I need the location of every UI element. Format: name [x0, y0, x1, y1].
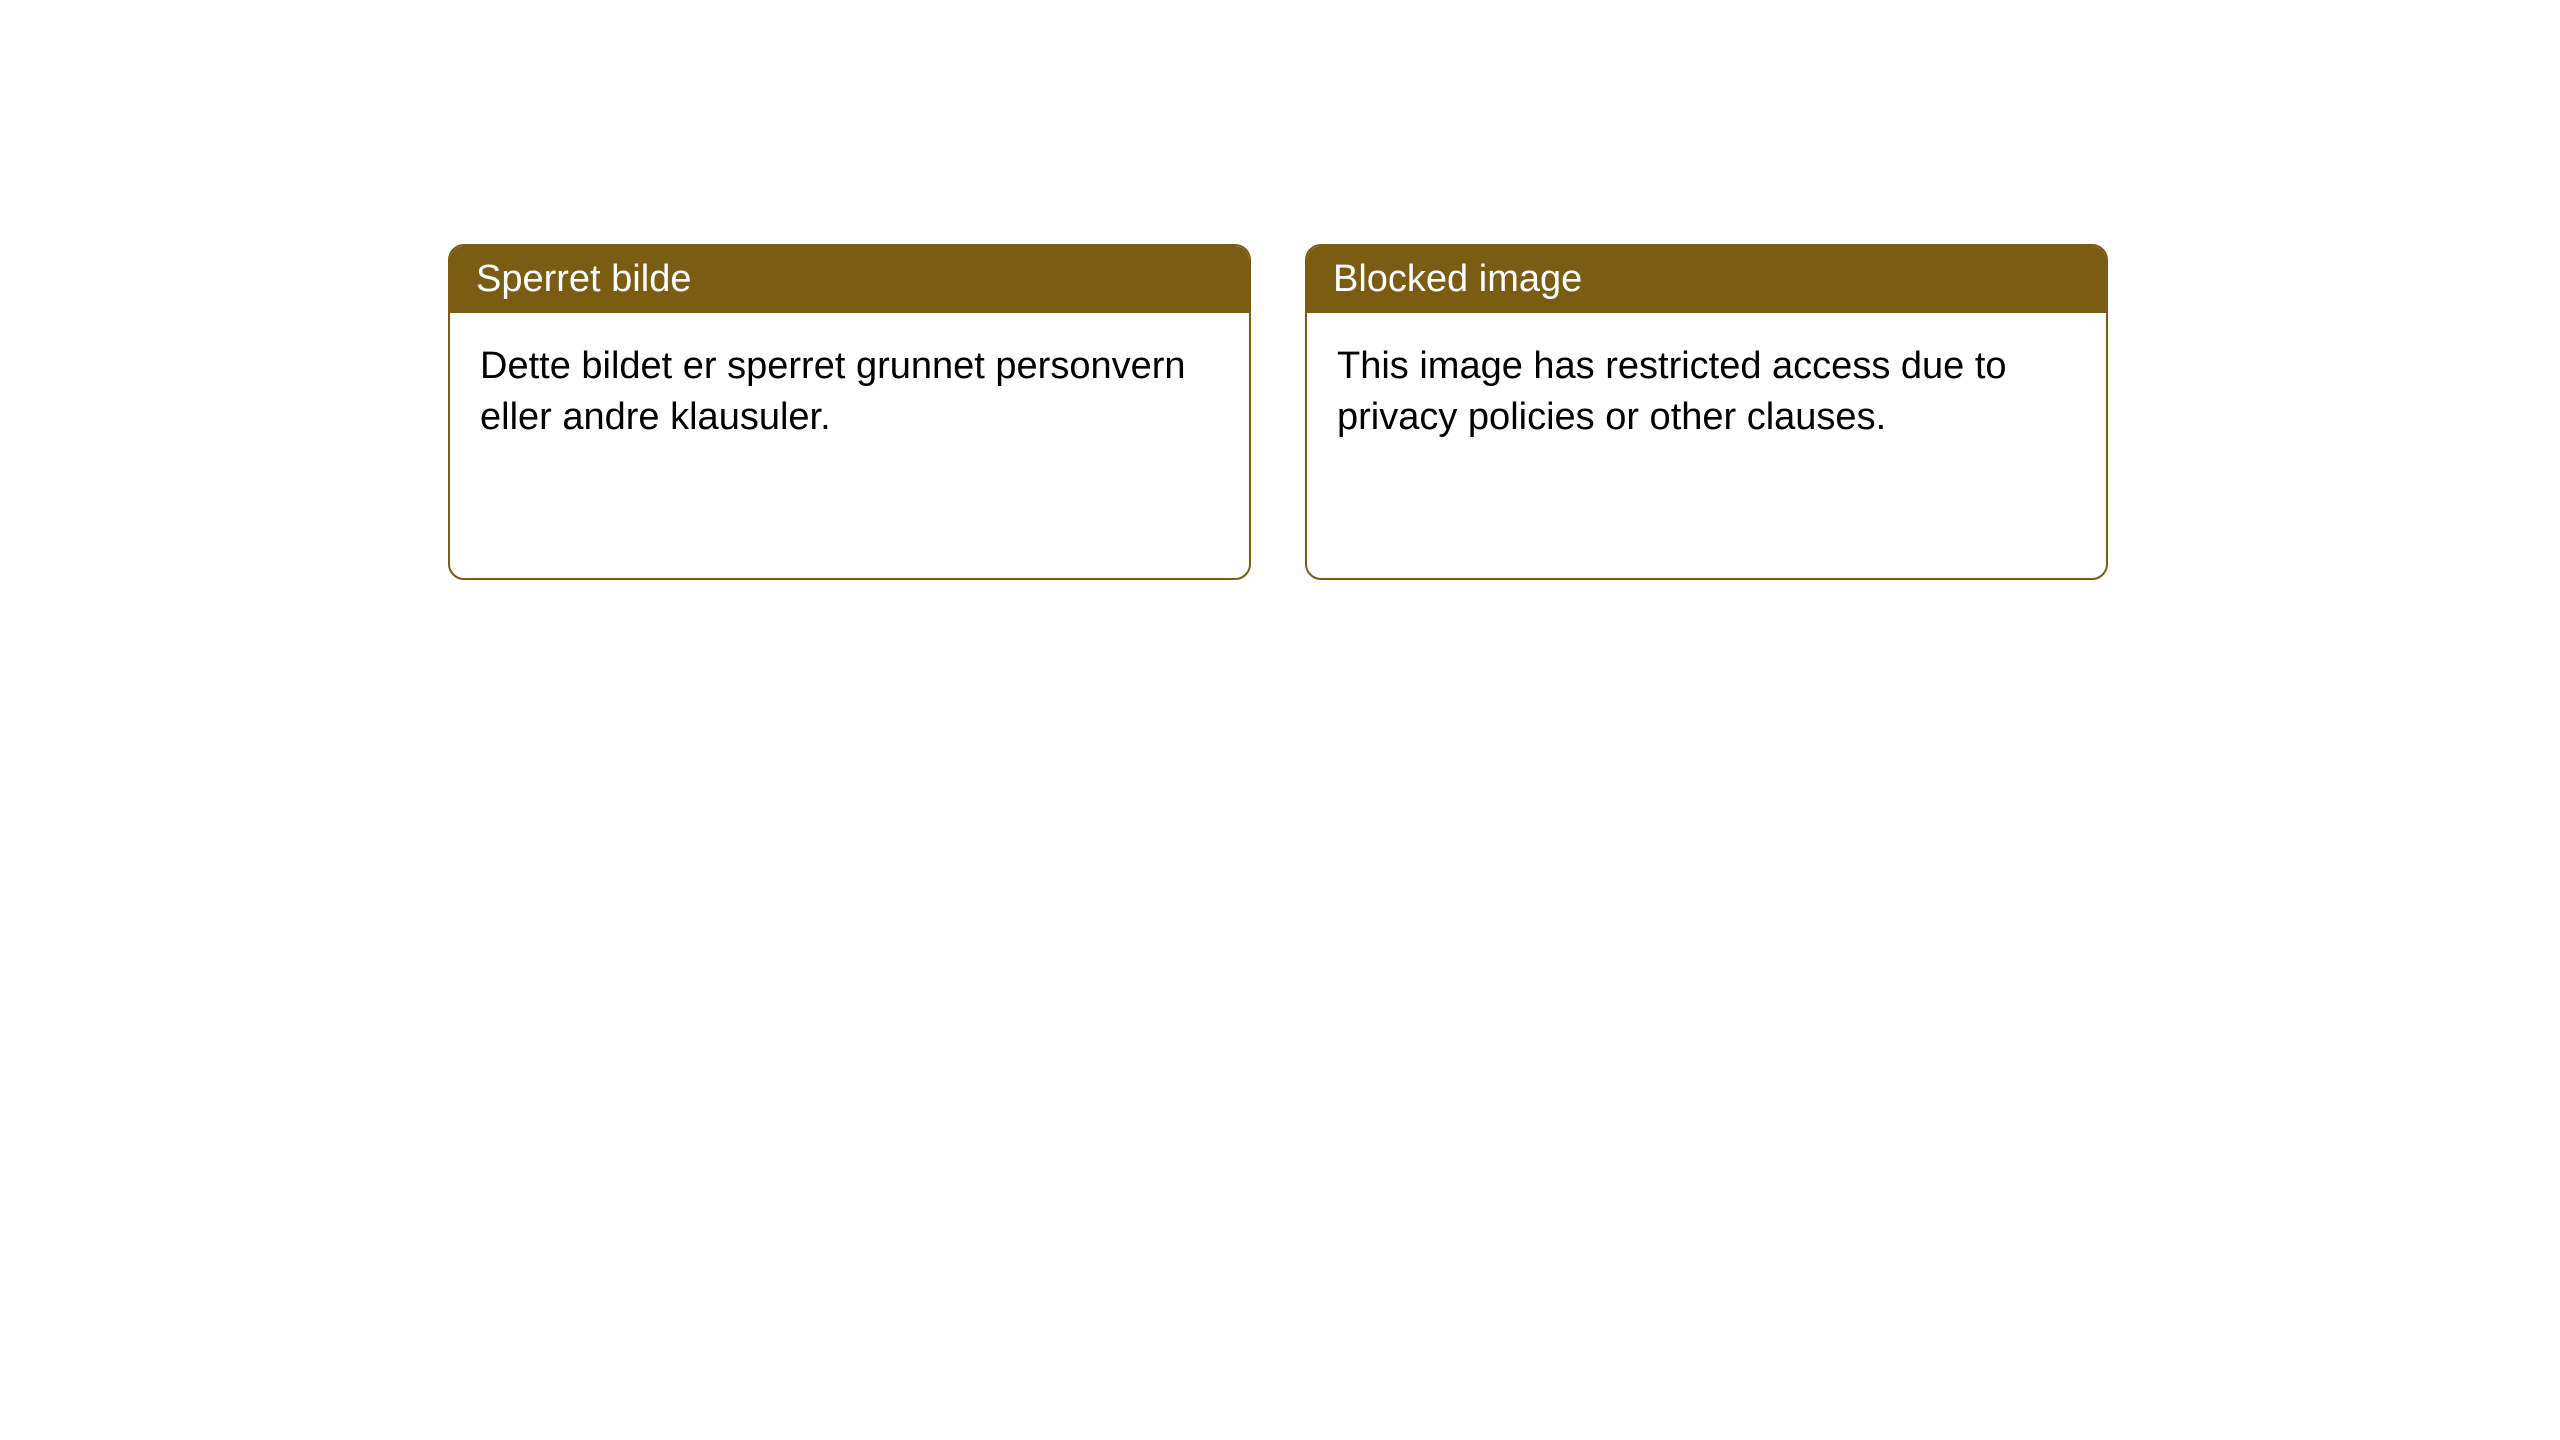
card-body-en: This image has restricted access due to …	[1307, 313, 2106, 472]
card-text-en: This image has restricted access due to …	[1337, 345, 2007, 438]
card-title-no: Sperret bilde	[476, 258, 691, 300]
card-text-no: Dette bildet er sperret grunnet personve…	[480, 345, 1186, 438]
blocked-image-card-en: Blocked image This image has restricted …	[1305, 244, 2108, 580]
blocked-image-card-no: Sperret bilde Dette bildet er sperret gr…	[448, 244, 1251, 580]
card-body-no: Dette bildet er sperret grunnet personve…	[450, 313, 1249, 472]
blocked-image-cards: Sperret bilde Dette bildet er sperret gr…	[448, 244, 2108, 580]
card-title-en: Blocked image	[1333, 258, 1582, 300]
card-header-no: Sperret bilde	[450, 246, 1249, 313]
card-header-en: Blocked image	[1307, 246, 2106, 313]
